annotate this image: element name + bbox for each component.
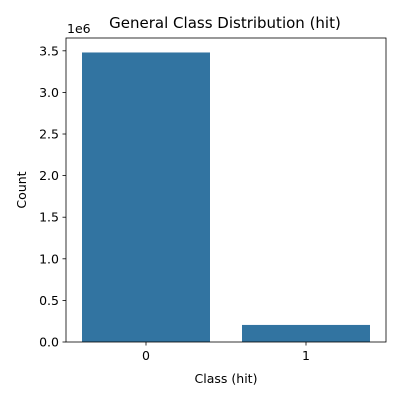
y-tick-label: 1.0 [39, 251, 59, 266]
bar-class-0 [82, 52, 210, 342]
x-axis-title: Class (hit) [195, 371, 258, 386]
y-axis: 0.0 0.5 1.0 1.5 2.0 2.5 3.0 3.5 [39, 43, 66, 350]
x-tick-label: 1 [302, 348, 310, 363]
chart-title: General Class Distribution (hit) [109, 14, 341, 32]
plot-area-frame [65, 37, 387, 343]
y-tick-label: 0.0 [39, 335, 59, 350]
bar-class-1 [242, 324, 370, 342]
y-tick-label: 0.5 [39, 293, 59, 308]
y-tick-label: 2.0 [39, 168, 59, 183]
y-axis-title: Count [14, 171, 29, 208]
bars-layer [82, 52, 370, 342]
y-tick-label: 3.5 [39, 43, 59, 58]
y-tick-label: 1.5 [39, 210, 59, 225]
y-tick-label: 2.5 [39, 127, 59, 142]
y-axis-offset-label: 1e6 [67, 21, 91, 36]
y-tick-label: 3.0 [39, 85, 59, 100]
x-tick-label: 0 [142, 348, 150, 363]
